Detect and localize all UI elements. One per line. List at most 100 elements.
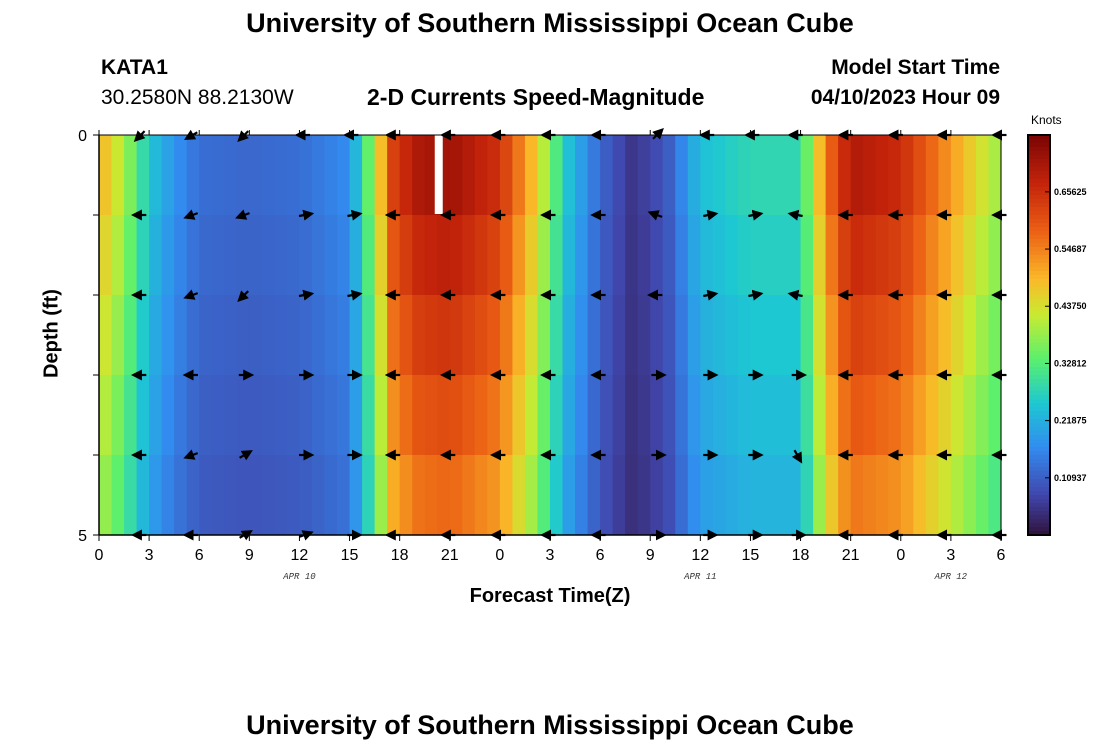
colorbar-swatch <box>1028 199 1050 204</box>
heatmap-cell <box>888 215 902 295</box>
heatmap-cell <box>99 135 113 215</box>
heatmap-cell <box>449 455 463 535</box>
heatmap-cell <box>888 295 902 375</box>
station-id: KATA1 <box>101 56 168 79</box>
heatmap-cell <box>537 455 551 535</box>
colorbar-swatch <box>1028 343 1050 348</box>
heatmap-cell <box>737 375 752 455</box>
current-vector <box>133 130 146 143</box>
heatmap-cell <box>600 375 614 455</box>
colorbar-swatch <box>1028 439 1050 444</box>
heatmap-cell <box>211 295 225 375</box>
heatmap-cell <box>712 135 726 215</box>
heatmap-cell <box>700 135 714 215</box>
heatmap-cell <box>362 215 376 295</box>
heatmap-cell <box>362 375 376 455</box>
heatmap-cell <box>186 375 200 455</box>
colorbar-swatch <box>1028 383 1050 388</box>
colorbar-swatch <box>1028 139 1050 144</box>
heatmap-cell <box>562 375 576 455</box>
heatmap-cell <box>662 295 676 375</box>
colorbar-swatch <box>1028 515 1050 520</box>
heatmap-cell <box>863 135 877 215</box>
heatmap-cell <box>875 455 889 535</box>
heatmap-cell <box>988 455 1002 535</box>
heatmap-cell <box>813 295 827 375</box>
heatmap-cell <box>149 455 163 535</box>
heatmap-cell <box>712 455 726 535</box>
heatmap-cell <box>587 295 601 375</box>
heatmap-cell <box>349 455 363 535</box>
heatmap-cell <box>875 295 889 375</box>
colorbar-swatch <box>1028 271 1050 276</box>
colorbar-swatch <box>1028 215 1050 220</box>
current-vector <box>237 130 249 143</box>
heatmap-cell <box>236 455 250 535</box>
heatmap-cell <box>825 455 839 535</box>
colorbar-swatch <box>1028 243 1050 248</box>
heatmap-cell <box>762 455 777 535</box>
heatmap-cell <box>788 375 802 455</box>
heatmap-cell <box>399 215 413 295</box>
heatmap-cell <box>499 455 514 535</box>
heatmap-cell <box>286 375 301 455</box>
heatmap-cell <box>424 215 438 295</box>
heatmap-cell <box>612 375 626 455</box>
x-tick-label: 6 <box>195 547 204 564</box>
heatmap-cell <box>412 455 426 535</box>
heatmap-cell <box>161 295 175 375</box>
heatmap-cell <box>863 455 877 535</box>
heatmap-cell <box>124 375 138 455</box>
heatmap-cell <box>788 215 802 295</box>
heatmap-cell <box>838 135 852 215</box>
heatmap-cell <box>249 135 263 215</box>
heatmap-cell <box>274 215 288 295</box>
colorbar-swatch <box>1028 459 1050 464</box>
heatmap-cell <box>174 295 188 375</box>
current-vector <box>791 449 803 464</box>
heatmap-cell <box>687 375 701 455</box>
heatmap-cell <box>236 135 250 215</box>
heatmap-cell <box>737 215 752 295</box>
heatmap-cell <box>913 455 927 535</box>
heatmap-cell <box>299 375 313 455</box>
x-tick-label: 0 <box>95 547 104 564</box>
colorbar-swatch <box>1028 239 1050 244</box>
colorbar-tick-label: 0.32812 <box>1054 358 1087 368</box>
heatmap-cell <box>186 135 200 215</box>
heatmap-cell <box>675 375 689 455</box>
heatmap-cell <box>299 455 313 535</box>
heatmap-cell <box>274 375 288 455</box>
heatmap-cell <box>99 455 113 535</box>
heatmap-cell <box>838 215 852 295</box>
colorbar-swatch <box>1028 443 1050 448</box>
colorbar-swatch <box>1028 147 1050 152</box>
colorbar-swatch <box>1028 467 1050 472</box>
heatmap-cell <box>124 135 138 215</box>
y-tick-label: 0 <box>78 128 87 145</box>
heatmap-cell <box>311 295 326 375</box>
x-axis-label: Forecast Time(Z) <box>469 585 631 607</box>
heatmap-cell <box>474 215 488 295</box>
heatmap-cell <box>437 295 451 375</box>
heatmap-cell <box>775 375 789 455</box>
heatmap-cell <box>888 135 902 215</box>
heatmap-cell <box>612 295 626 375</box>
heatmap-cell <box>474 375 488 455</box>
heatmap-cell <box>637 375 651 455</box>
colorbar-swatch <box>1028 371 1050 376</box>
model-start-label: Model Start Time <box>831 56 1000 79</box>
heatmap-cell <box>788 455 802 535</box>
heatmap-cell <box>700 375 714 455</box>
heatmap-cell <box>600 215 614 295</box>
heatmap-cell <box>474 135 488 215</box>
heatmap-cell <box>925 215 939 295</box>
current-vector <box>347 209 363 221</box>
colorbar-swatch <box>1028 483 1050 488</box>
heatmap-cell <box>387 455 401 535</box>
heatmap-cell <box>324 135 338 215</box>
heatmap-cell <box>925 375 939 455</box>
heatmap-cell <box>838 455 852 535</box>
heatmap-cell <box>337 375 351 455</box>
